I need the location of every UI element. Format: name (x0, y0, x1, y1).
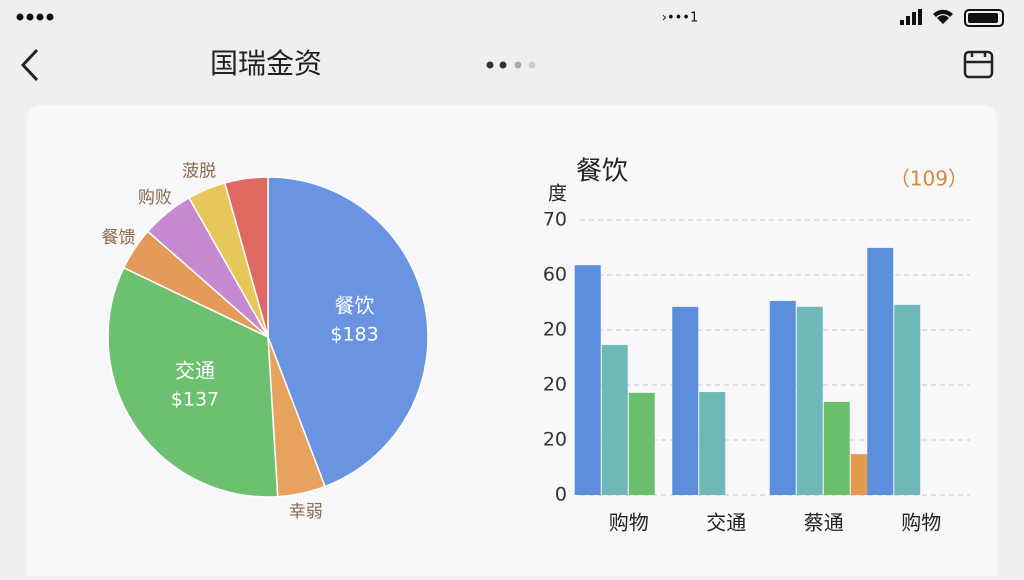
x-tick-label: 蔡通 (804, 511, 844, 535)
y-tick-label: 20 (543, 319, 567, 341)
pie-slice (267, 176, 429, 488)
back-button[interactable] (20, 48, 39, 82)
pie-slice (223, 176, 269, 338)
annotation: （109） (890, 167, 968, 191)
bar (672, 306, 699, 495)
y-tick-label: 20 (543, 374, 567, 396)
bar (796, 306, 823, 495)
bar (699, 392, 726, 495)
slice-label: 购败 (138, 188, 172, 208)
slice-label: 餐饮 (335, 294, 375, 318)
bar (769, 300, 796, 495)
signal-dots (16, 13, 54, 21)
bar (867, 247, 894, 495)
slice-label: 菠脱 (182, 162, 216, 182)
bar (894, 304, 921, 495)
x-tick-label: 交通 (706, 511, 746, 535)
bar-chart-title: 餐饮 (576, 157, 628, 187)
y-tick-label: 0 (555, 484, 567, 506)
x-tick-label: 购物 (609, 511, 649, 535)
bar (628, 392, 655, 495)
status-icons (900, 9, 1004, 27)
status-center: ›•••1 (662, 11, 698, 26)
bar (823, 401, 850, 495)
y-axis-label: 度 (548, 183, 567, 205)
y-tick-label: 20 (543, 429, 567, 451)
slice-label: 餐馈 (102, 228, 136, 248)
slice-value: $183 (330, 324, 378, 346)
bar (601, 344, 628, 495)
y-tick-label: 60 (543, 264, 567, 286)
x-tick-label: 购物 (901, 511, 941, 535)
slice-label: 幸弱 (289, 502, 323, 522)
page-title: 国瑞金资 (210, 47, 322, 80)
pie-slice (107, 266, 279, 498)
menu-button[interactable] (963, 50, 994, 79)
bar (574, 265, 601, 495)
slice-value: $137 (171, 389, 219, 411)
page-dots (486, 61, 536, 69)
slice-label: 交通 (175, 359, 215, 383)
y-tick-label: 70 (543, 209, 567, 231)
